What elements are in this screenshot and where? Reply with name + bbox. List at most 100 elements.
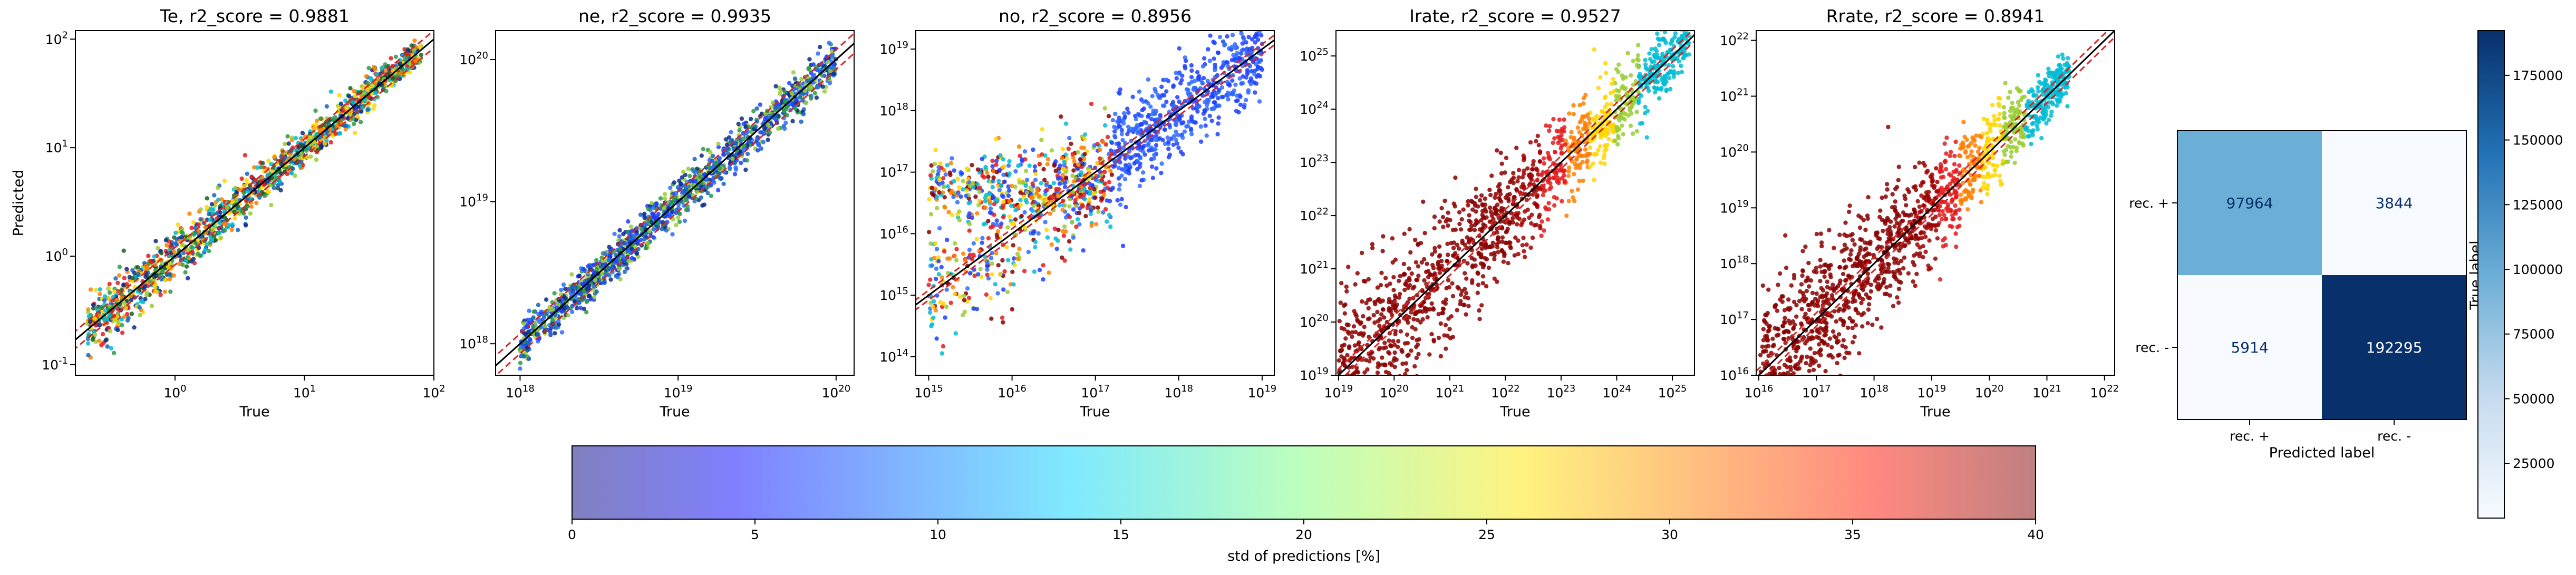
scatter-point: [928, 212, 934, 217]
scatter-point: [1163, 141, 1168, 147]
scatter-point: [1221, 94, 1225, 100]
scatter-point: [705, 191, 710, 196]
scatter-point: [1514, 145, 1519, 150]
scatter-point: [1171, 84, 1176, 89]
scatter-point: [274, 176, 279, 181]
scatter-point: [991, 179, 996, 183]
scatter-point: [245, 189, 250, 194]
scatter-point: [129, 311, 134, 316]
scatter-point: [180, 242, 185, 247]
scatter-point: [1015, 256, 1020, 261]
scatter-point: [1024, 200, 1029, 204]
scatter-point: [276, 183, 280, 188]
scatter-point: [413, 59, 418, 64]
scatter-point: [953, 291, 957, 296]
scatter-point: [963, 258, 967, 263]
scatter-point: [569, 272, 574, 277]
scatter-point: [975, 182, 980, 187]
scatter-point: [1076, 150, 1080, 154]
scatter-point: [1557, 118, 1562, 122]
scatter-point: [1140, 108, 1145, 113]
scatter-point: [233, 216, 237, 221]
scatter-point: [987, 191, 993, 196]
scatter-point: [265, 172, 270, 177]
scatter-point: [1370, 532, 1374, 536]
scatter-point: [592, 295, 597, 300]
scatter-point: [660, 220, 665, 225]
scatter-point: [343, 126, 348, 132]
scatter-point: [756, 148, 760, 153]
scatter-point: [721, 152, 727, 157]
scatter-point: [793, 98, 798, 102]
scatter-point: [1006, 184, 1011, 189]
scatter-point: [1118, 202, 1123, 207]
scatter-point: [361, 86, 365, 91]
scatter-point: [1128, 156, 1133, 161]
scatter-point: [1380, 249, 1385, 254]
scatter-point: [985, 267, 990, 272]
scatter-point: [1108, 169, 1113, 173]
scatter-point: [1488, 210, 1494, 215]
scatter-point: [1409, 271, 1414, 276]
scatter-point: [1092, 187, 1097, 192]
scatter-point: [338, 101, 343, 106]
scatter-point: [1043, 220, 1048, 225]
scatter-point: [1206, 47, 1210, 52]
scatter-point: [716, 141, 721, 147]
scatter-point: [1023, 183, 1028, 188]
scatter-point: [153, 239, 158, 243]
scatter-point: [766, 138, 770, 142]
scatter-point: [955, 177, 960, 181]
scatter-point: [632, 234, 636, 239]
scatter-point: [1438, 354, 1444, 359]
scatter-point: [1079, 170, 1084, 175]
scatter-point: [207, 208, 212, 213]
scatter-point: [314, 150, 319, 154]
scatter-point: [791, 70, 796, 75]
scatter-point: [1488, 205, 1493, 210]
scatter-point: [249, 174, 254, 179]
scatter-point: [952, 168, 956, 173]
scatter-point: [544, 311, 549, 316]
scatter-point: [176, 222, 180, 227]
scatter-point: [948, 300, 953, 305]
scatter-point: [1112, 133, 1117, 139]
scatter-point: [607, 245, 612, 249]
scatter-point: [398, 61, 403, 66]
scatter-point: [1255, 37, 1261, 42]
scatter-point: [951, 194, 956, 199]
scatter-point: [406, 48, 411, 53]
scatter-point: [615, 275, 620, 279]
scatter-point: [1063, 215, 1069, 220]
scatter-point: [782, 90, 788, 94]
scatter-point: [614, 260, 619, 265]
scatter-point: [1446, 316, 1451, 321]
scatter-point: [758, 102, 763, 107]
scatter-point: [988, 296, 993, 301]
scatter-point: [1015, 251, 1020, 257]
scatter-point: [121, 248, 126, 253]
scatter-point: [1091, 191, 1096, 196]
scatter-point: [702, 172, 706, 177]
scatter-point: [671, 217, 676, 222]
scatter-point: [947, 256, 952, 261]
scatter-point: [143, 297, 148, 301]
scatter-point: [1349, 413, 1353, 417]
scatter-point: [692, 157, 697, 161]
scatter-point: [1089, 223, 1094, 228]
scatter-point: [1354, 393, 1359, 397]
scatter-point: [1257, 74, 1263, 79]
scatter-point: [986, 174, 991, 179]
scatter-point: [1380, 355, 1384, 360]
scatter-point: [211, 207, 216, 212]
scatter-point: [1405, 332, 1410, 337]
scatter-point: [262, 182, 267, 187]
scatter-point: [575, 306, 579, 310]
scatter-point: [980, 173, 985, 178]
scatter-point: [1476, 271, 1480, 276]
scatter-point: [804, 100, 809, 105]
scatter-point: [559, 330, 565, 335]
scatter-point: [355, 114, 360, 119]
scatter-point: [143, 264, 149, 268]
scatter-point: [1260, 21, 1264, 25]
